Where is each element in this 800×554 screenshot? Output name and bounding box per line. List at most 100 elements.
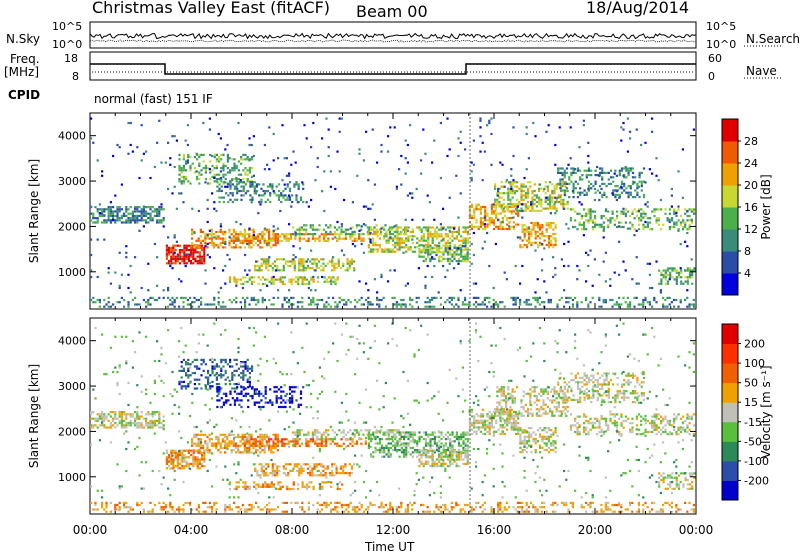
cpid-value: normal (fast) 151 IF (94, 92, 213, 106)
echo-patch-10 (418, 244, 469, 263)
ytick-label-0-0: 1000 (58, 266, 86, 279)
echo-patch-14 (557, 167, 646, 199)
echo-patch-7 (228, 481, 344, 491)
cbar-label-1: Velocity [m s⁻¹] (759, 365, 773, 458)
echo-patch-4 (216, 386, 305, 409)
date-label: 18/Aug/2014 (586, 0, 690, 17)
chart-title: Christmas Valley East (fitACF) (92, 0, 331, 17)
ytick-label-0-3: 4000 (58, 130, 86, 143)
echo-patch-16 (658, 267, 696, 285)
echo-patch-7 (228, 276, 339, 286)
freq-label: Freq. (10, 52, 40, 66)
cbar-tick-label-1-0: 200 (744, 338, 765, 351)
cbar-seg-1-5 (722, 382, 738, 403)
xtick-label-3: 12:00 (376, 523, 411, 537)
velocity-panel-frame (89, 317, 697, 515)
cbar-seg-0-5 (722, 163, 738, 186)
nsearch-label: N.Search (746, 32, 800, 46)
echo-patch-4 (216, 181, 305, 204)
echo-patch-0 (90, 206, 165, 224)
xtick-label-0: 00:00 (73, 523, 108, 537)
nsky-tick-high: 10^5 (52, 20, 83, 33)
freq-tick-high: 18 (64, 52, 78, 65)
echo-patch-12 (494, 181, 569, 212)
velocity-heatmap (90, 322, 696, 513)
echo-patch-15 (569, 413, 696, 436)
cbar-tick-label-1-6: -100 (744, 455, 769, 468)
cbar-seg-0-3 (722, 207, 738, 230)
cbar-label-0: Power [dB] (759, 174, 773, 239)
echo-patch-12 (494, 386, 569, 417)
echo-patch-13 (519, 221, 557, 249)
cbar-seg-1-4 (722, 402, 738, 423)
echo-patch-6 (254, 463, 356, 477)
freq-tick-low: 8 (72, 70, 79, 83)
nave-label: Nave (746, 64, 777, 78)
xtick-label-5: 20:00 (578, 523, 613, 537)
cbar-seg-0-6 (722, 141, 738, 164)
ytick-label-0-2: 3000 (58, 175, 86, 188)
cbar-seg-1-7 (722, 343, 738, 364)
cbar-seg-1-8 (722, 324, 738, 345)
echo-patch-2 (191, 433, 279, 454)
velocity-colorbar: 200 100 50 15 -15 -50 -100 -200 Velocity [m s⁻¹] (721, 323, 773, 501)
power-colorbar: 4 8 12 16 20 24 28 Power [dB] (721, 118, 773, 296)
echo-patch-0 (90, 411, 165, 429)
xtick-label-4: 16:00 (477, 523, 512, 537)
echo-patch-13 (519, 426, 557, 454)
cbar-tick-label-1-3: 15 (744, 396, 758, 409)
nsky-tick-low: 10^0 (52, 38, 83, 51)
nsearch-line (89, 39, 697, 43)
power-heatmap (90, 117, 696, 308)
echo-patch-6 (254, 258, 356, 272)
echo-patch-11 (468, 203, 520, 231)
echo-patch-15 (569, 208, 696, 231)
beam-label: Beam 00 (356, 2, 428, 21)
cbar-seg-1-6 (722, 363, 738, 384)
cbar-seg-0-4 (722, 185, 738, 208)
cbar-tick-label-0-3: 16 (744, 201, 758, 214)
cbar-frame-1 (721, 323, 739, 501)
freq-trace (90, 63, 696, 75)
cpid-label: CPID (8, 88, 41, 102)
ylabel-0: Slant Range [km] (27, 159, 41, 263)
cbar-tick-label-1-1: 100 (744, 357, 765, 370)
cbar-tick-label-1-2: 50 (744, 377, 758, 390)
nsky-panel-frame (89, 21, 697, 49)
cbar-tick-label-0-1: 8 (744, 245, 751, 258)
ytick-label-0-1: 2000 (58, 220, 86, 233)
echo-patch-5 (241, 438, 367, 447)
ytick-label-1-0: 1000 (58, 471, 86, 484)
echo-patch-17 (90, 501, 695, 513)
cbar-seg-1-0 (722, 480, 738, 501)
cbar-seg-0-1 (722, 251, 738, 274)
echo-patch-3 (178, 153, 254, 185)
cbar-tick-label-1-5: -50 (744, 435, 762, 448)
echo-patch-18 (90, 117, 695, 294)
cbar-seg-1-2 (722, 441, 738, 462)
ylabel-1: Slant Range [km] (27, 364, 41, 468)
axes: 1000 2000 3000 4000 Slant Range [km] 1000 2000… (27, 113, 713, 537)
cbar-seg-0-2 (722, 229, 738, 252)
nave-tick-low: 0 (708, 70, 715, 83)
cbar-seg-1-1 (722, 460, 738, 481)
xtick-label-2: 08:00 (275, 523, 310, 537)
nsearch-tick-high: 10^5 (706, 20, 737, 33)
cbar-tick-label-0-5: 24 (744, 157, 758, 170)
cbar-tick-label-1-7: -200 (744, 474, 769, 487)
xtick-label-1: 04:00 (174, 523, 209, 537)
echo-patch-1 (165, 449, 206, 470)
echo-patch-2 (191, 228, 279, 249)
nsky-label: N.Sky (6, 32, 41, 46)
nsearch-tick-low: 10^0 (706, 38, 737, 51)
echo-patch-14 (557, 372, 646, 404)
cbar-tick-label-1-4: -15 (744, 416, 762, 429)
cbar-seg-0-0 (722, 273, 738, 296)
cbar-seg-1-3 (722, 421, 738, 442)
freq-unit: [MHz] (4, 65, 40, 79)
ytick-label-1-3: 4000 (58, 335, 86, 348)
x-axis-label: Time UT (365, 540, 415, 554)
cbar-tick-label-0-6: 28 (744, 135, 758, 148)
nsky-line (89, 32, 697, 40)
